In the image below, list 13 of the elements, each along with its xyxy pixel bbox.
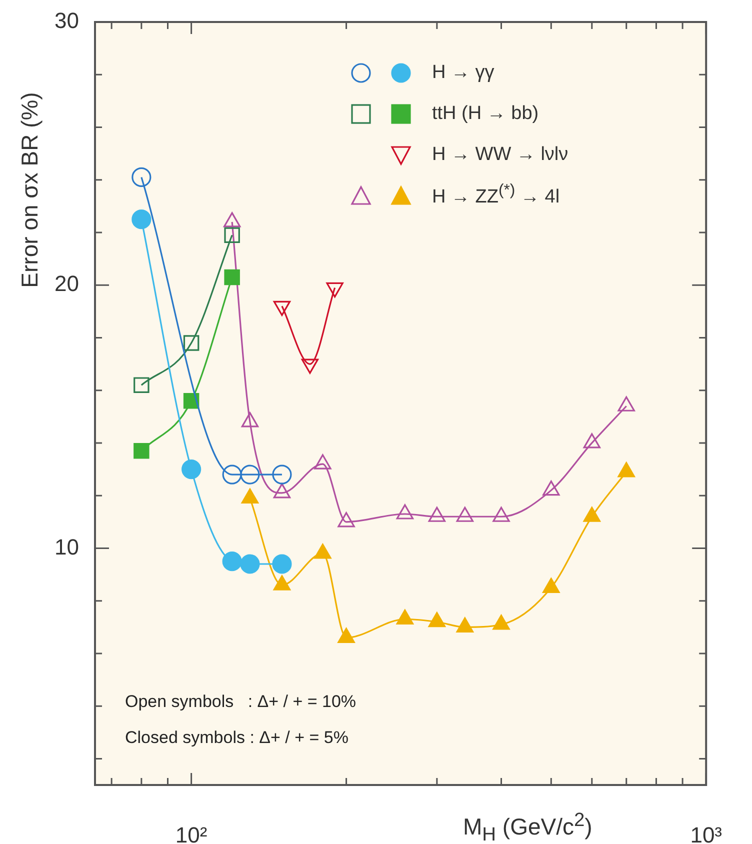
y-axis-title: Error on σx BR (%) bbox=[16, 92, 44, 288]
x-tick-label: 10² bbox=[175, 822, 208, 844]
legend-label: H → ZZ$^{(*)}$ → 4l bbox=[432, 182, 560, 209]
x-axis-title: M$_{H}$ (GeV/c$^{2}$) bbox=[463, 810, 592, 844]
y-tick-label: 20 bbox=[54, 271, 79, 296]
y-tick-label: 10 bbox=[54, 534, 79, 560]
legend-label: H → γγ bbox=[432, 62, 494, 84]
y-tick-label: 30 bbox=[54, 8, 79, 34]
x-tick-label: 10³ bbox=[690, 822, 722, 844]
legend-label: H → WW → lνlν bbox=[432, 144, 568, 166]
legend-label: ttH (H → bb) bbox=[432, 102, 539, 124]
annotation: Open symbols : Δ+ / + = 10% bbox=[125, 692, 356, 713]
annotation: Closed symbols : Δ+ / + = 5% bbox=[125, 728, 350, 749]
